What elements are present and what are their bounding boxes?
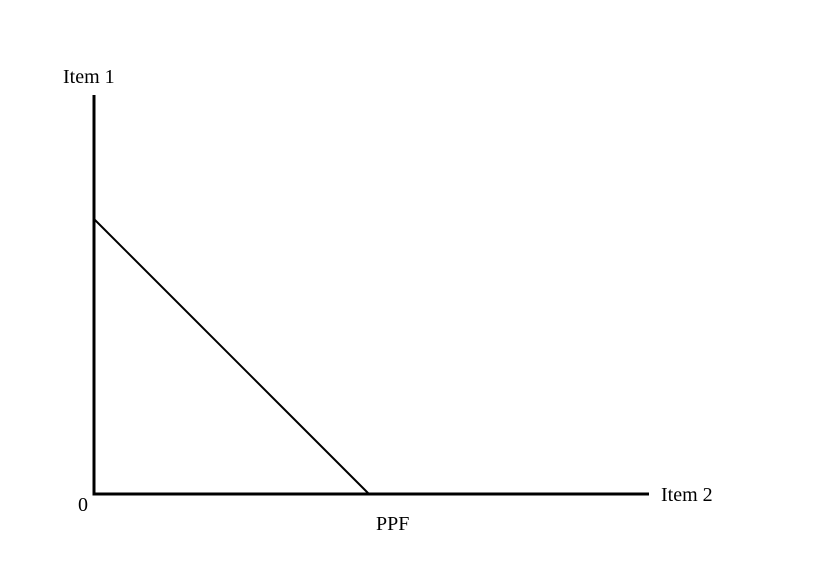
x-axis-label: Item 2 [661,484,713,506]
ppf-label: PPF [376,513,409,535]
origin-label: 0 [78,494,88,516]
ppf-line [93,218,370,495]
y-axis-label: Item 1 [63,66,115,88]
